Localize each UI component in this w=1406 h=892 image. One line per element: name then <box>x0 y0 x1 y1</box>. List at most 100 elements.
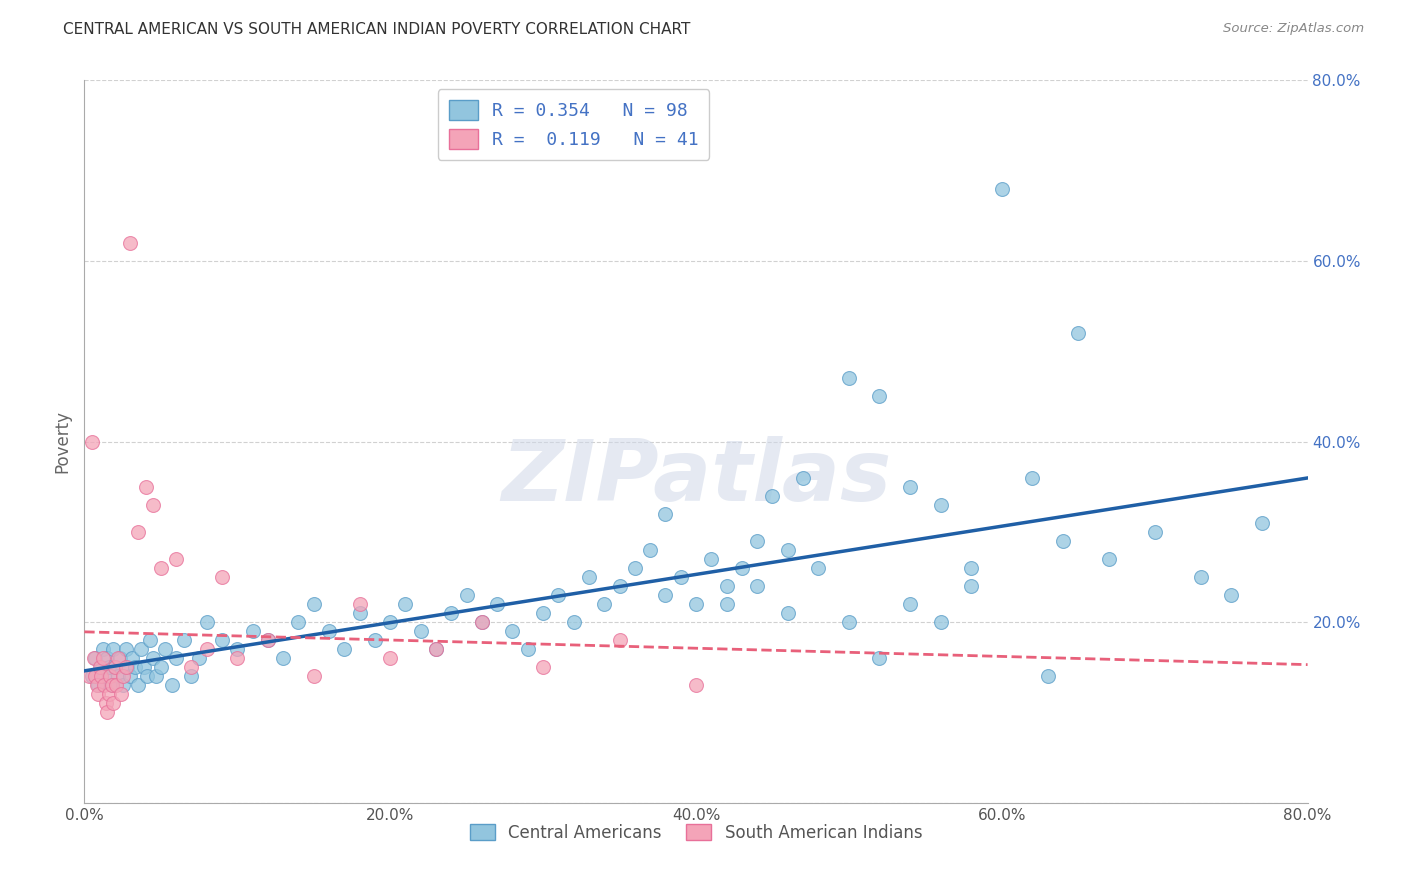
Point <box>135 480 157 494</box>
Point <box>302 597 325 611</box>
Point <box>1036 669 1059 683</box>
Point <box>188 651 211 665</box>
Point <box>91 642 114 657</box>
Point <box>333 642 356 657</box>
Point <box>349 597 371 611</box>
Point <box>929 615 952 630</box>
Point <box>486 597 509 611</box>
Point <box>440 606 463 620</box>
Point <box>124 660 146 674</box>
Point <box>97 687 120 701</box>
Point <box>142 498 165 512</box>
Point <box>114 660 136 674</box>
Point <box>898 480 921 494</box>
Point <box>121 651 143 665</box>
Point <box>89 660 111 674</box>
Point <box>1220 588 1243 602</box>
Point <box>80 669 103 683</box>
Point <box>160 678 183 692</box>
Point <box>1067 326 1090 340</box>
Point <box>149 660 172 674</box>
Point <box>103 697 125 711</box>
Point <box>960 579 983 593</box>
Point <box>96 651 118 665</box>
Point <box>165 552 187 566</box>
Point <box>654 507 676 521</box>
Point <box>318 624 340 639</box>
Point <box>807 561 830 575</box>
Point <box>257 633 280 648</box>
Point <box>960 561 983 575</box>
Legend: Central Americans, South American Indians: Central Americans, South American Indian… <box>463 817 929 848</box>
Point <box>302 669 325 683</box>
Point <box>1189 570 1212 584</box>
Point <box>562 615 585 630</box>
Point <box>638 542 661 557</box>
Point <box>869 651 891 665</box>
Text: CENTRAL AMERICAN VS SOUTH AMERICAN INDIAN POVERTY CORRELATION CHART: CENTRAL AMERICAN VS SOUTH AMERICAN INDIA… <box>63 22 690 37</box>
Point <box>776 542 799 557</box>
Point <box>685 678 707 692</box>
Point <box>94 697 117 711</box>
Point <box>731 561 754 575</box>
Point <box>111 669 134 683</box>
Point <box>91 651 114 665</box>
Point <box>145 669 167 683</box>
Point <box>127 678 149 692</box>
Point <box>226 651 249 665</box>
Point <box>531 606 554 620</box>
Point <box>747 533 769 548</box>
Point <box>120 235 142 250</box>
Point <box>700 552 723 566</box>
Point <box>838 615 860 630</box>
Point <box>516 642 538 657</box>
Point <box>96 706 118 720</box>
Point <box>115 660 138 674</box>
Point <box>180 669 202 683</box>
Point <box>547 588 569 602</box>
Point <box>685 597 707 611</box>
Point <box>111 678 134 692</box>
Point <box>93 669 115 683</box>
Point <box>898 597 921 611</box>
Point <box>1098 552 1121 566</box>
Point <box>84 669 107 683</box>
Point <box>593 597 616 611</box>
Point <box>761 489 783 503</box>
Point <box>195 615 218 630</box>
Y-axis label: Poverty: Poverty <box>53 410 72 473</box>
Point <box>502 624 524 639</box>
Point <box>609 633 631 648</box>
Point <box>257 633 280 648</box>
Point <box>364 633 387 648</box>
Point <box>349 606 371 620</box>
Point <box>87 678 110 692</box>
Point <box>136 669 159 683</box>
Point <box>211 570 233 584</box>
Point <box>108 651 131 665</box>
Point <box>180 660 202 674</box>
Point <box>747 579 769 593</box>
Point <box>669 570 692 584</box>
Point <box>380 615 402 630</box>
Point <box>142 651 165 665</box>
Point <box>471 615 494 630</box>
Point <box>456 588 478 602</box>
Point <box>104 660 127 674</box>
Point <box>716 579 738 593</box>
Point <box>578 570 600 584</box>
Point <box>114 642 136 657</box>
Point <box>271 651 294 665</box>
Point <box>1021 471 1043 485</box>
Point <box>654 588 676 602</box>
Point <box>425 642 447 657</box>
Point <box>87 687 110 701</box>
Point <box>287 615 309 630</box>
Point <box>98 669 121 683</box>
Point <box>139 633 162 648</box>
Point <box>90 660 112 674</box>
Point <box>132 660 155 674</box>
Point <box>380 651 402 665</box>
Point <box>155 642 177 657</box>
Point <box>226 642 249 657</box>
